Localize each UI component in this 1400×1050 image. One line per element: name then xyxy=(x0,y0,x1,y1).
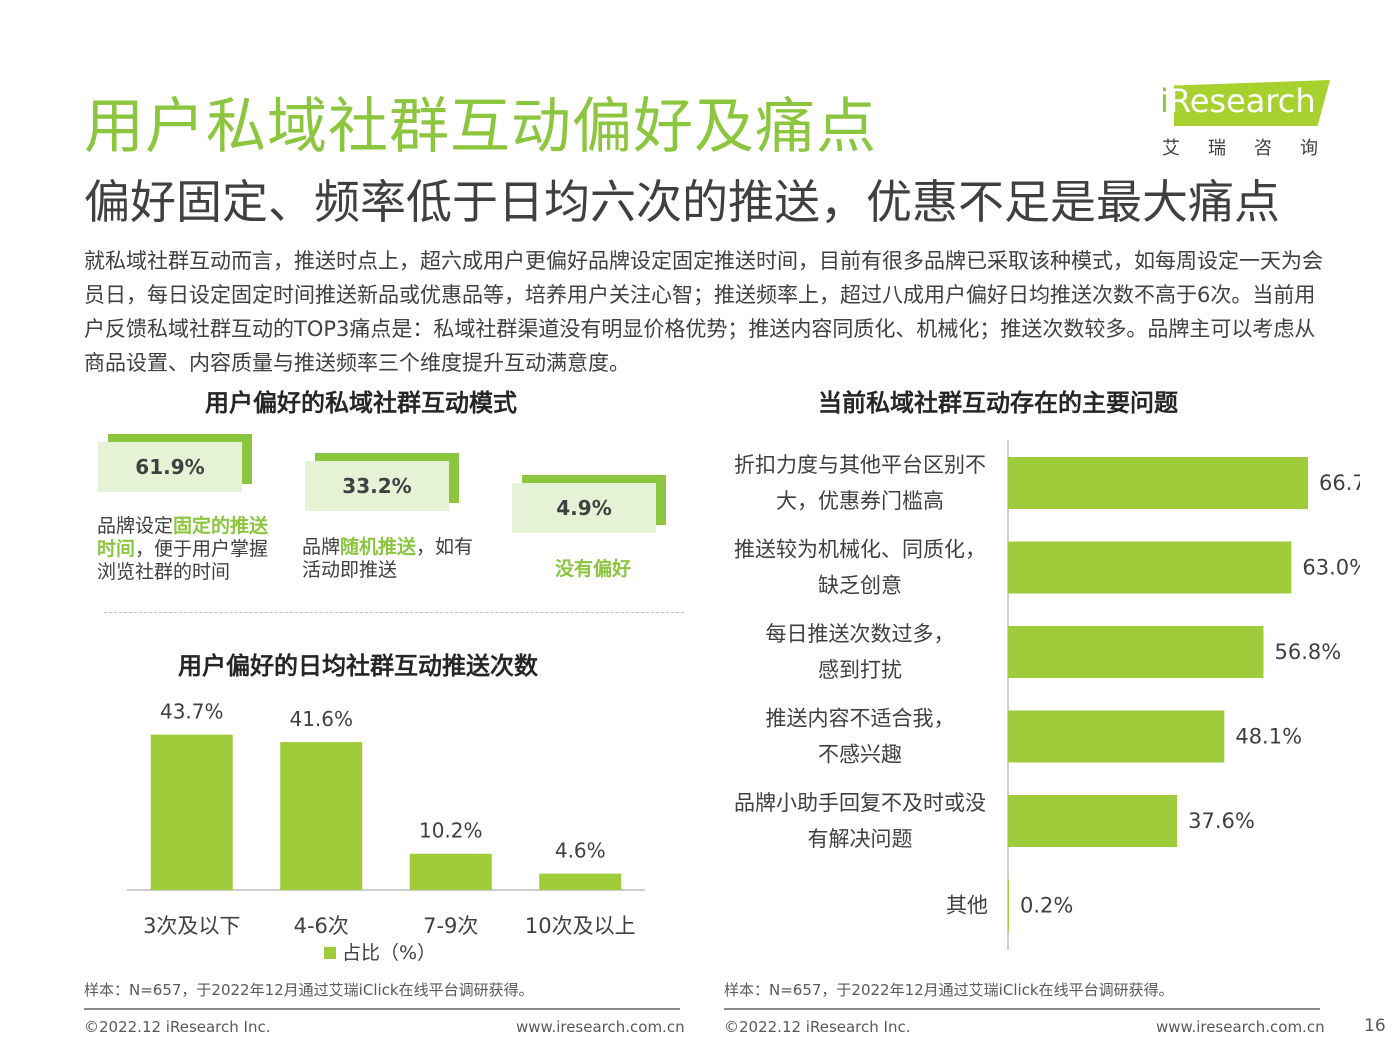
bar xyxy=(280,742,363,890)
x-tick-label: 4-6次 xyxy=(294,914,349,938)
sample-note-left: 样本：N=657，于2022年12月通过艾瑞iClick在线平台调研获得。 xyxy=(84,981,534,999)
mode-desc-highlight: 随机推送 xyxy=(340,536,417,558)
mode-tile-none: 4.9% xyxy=(512,475,666,533)
mode-value: 33.2% xyxy=(305,461,449,511)
problems-chart-title: 当前私域社群互动存在的主要问题 xyxy=(818,389,1178,417)
page-subtitle: 偏好固定、频率低于日均六次的推送，优惠不足是最大痛点 xyxy=(84,175,1280,229)
bar xyxy=(1008,457,1308,509)
data-label: 4.6% xyxy=(555,839,606,863)
data-label: 63.0% xyxy=(1302,556,1360,580)
sample-note-right: 样本：N=657，于2022年12月通过艾瑞iClick在线平台调研获得。 xyxy=(724,981,1174,999)
data-label: 48.1% xyxy=(1235,725,1302,749)
y-tick-label: 推送较为机械化、同质化， xyxy=(734,538,986,562)
y-tick-label: 品牌小助手回复不及时或没 xyxy=(734,791,986,815)
mode-description-none: 没有偏好 xyxy=(555,558,675,581)
logo-brand-text: Research xyxy=(1168,82,1316,120)
y-tick-label: 不感兴趣 xyxy=(818,743,902,767)
x-tick-label: 7-9次 xyxy=(423,914,478,938)
y-tick-label: 每日推送次数过多， xyxy=(766,622,955,646)
frequency-bar-chart: 43.7% 3次及以下 41.6% 4-6次 10.2% 7-9次 4.6% 10次及以上占比… xyxy=(127,700,645,964)
data-label: 66.7% xyxy=(1319,471,1360,495)
x-tick-label: 10次及以上 xyxy=(525,914,636,938)
mode-desc-text: 品牌 xyxy=(302,536,341,558)
data-label: 56.8% xyxy=(1274,640,1341,664)
x-tick-label: 3次及以下 xyxy=(143,914,240,938)
iresearch-logo: iResearch 艾瑞咨询 xyxy=(1160,72,1330,162)
mode-desc-text: ，便于用户掌握浏览社群的时间 xyxy=(97,538,269,583)
url-right[interactable]: www.iresearch.com.cn xyxy=(1156,1018,1325,1036)
y-tick-label: 缺乏创意 xyxy=(818,574,902,598)
mode-value: 4.9% xyxy=(512,483,656,533)
frequency-chart-title: 用户偏好的日均社群互动推送次数 xyxy=(178,652,538,680)
legend-swatch xyxy=(324,947,336,959)
bar xyxy=(1008,541,1292,594)
legend-label: 占比（%） xyxy=(342,942,436,964)
copyright-left: ©2022.12 iResearch Inc. xyxy=(84,1018,271,1036)
y-tick-label: 有解决问题 xyxy=(808,827,913,851)
data-label: 41.6% xyxy=(289,707,353,731)
page-title: 用户私域社群互动偏好及痛点 xyxy=(84,92,877,162)
logo-chinese-name: 艾瑞咨询 xyxy=(1162,138,1346,159)
data-label: 37.6% xyxy=(1188,809,1255,833)
y-tick-label: 推送内容不适合我， xyxy=(766,707,955,731)
page-number: 16 xyxy=(1364,1016,1386,1036)
mode-desc-text: ，如有活动即推送 xyxy=(302,536,474,581)
bar xyxy=(1008,626,1264,678)
mode-description-random: 品牌随机推送，如有活动即推送 xyxy=(302,536,487,582)
bar xyxy=(1008,710,1225,763)
mode-tile-random: 33.2% xyxy=(305,453,459,511)
mode-desc-highlight: 没有偏好 xyxy=(555,558,632,580)
bar xyxy=(150,734,233,890)
data-label: 43.7% xyxy=(160,700,224,724)
mode-desc-highlight: 固定的推送时间 xyxy=(97,515,269,560)
section-divider xyxy=(104,612,684,613)
y-tick-label: 其他 xyxy=(946,894,988,918)
y-tick-label: 感到打扰 xyxy=(818,658,902,682)
mode-desc-text: 品牌设定 xyxy=(97,515,174,537)
mode-description-fixed: 品牌设定固定的推送时间，便于用户掌握浏览社群的时间 xyxy=(97,515,282,584)
footer-rule-left xyxy=(84,1008,680,1010)
bar xyxy=(1008,879,1009,932)
y-tick-label: 折扣力度与其他平台区别不 xyxy=(734,453,986,477)
bar xyxy=(409,853,492,890)
modes-title: 用户偏好的私域社群互动模式 xyxy=(205,389,517,417)
data-label: 10.2% xyxy=(419,819,483,843)
logo-i: i xyxy=(1160,82,1169,120)
footer-rule-right xyxy=(724,1008,1320,1010)
mode-tile-fixed: 61.9% xyxy=(98,434,252,492)
intro-paragraph: 就私域社群互动而言，推送时点上，超六成用户更偏好品牌设定固定推送时间，目前有很多… xyxy=(84,249,1323,375)
copyright-right: ©2022.12 iResearch Inc. xyxy=(724,1018,911,1036)
bar xyxy=(1008,795,1178,847)
mode-value: 61.9% xyxy=(98,442,242,492)
bar xyxy=(539,873,622,890)
url-left[interactable]: www.iresearch.com.cn xyxy=(516,1018,685,1036)
y-tick-label: 大，优惠券门槛高 xyxy=(776,489,944,513)
data-label: 0.2% xyxy=(1020,894,1073,918)
